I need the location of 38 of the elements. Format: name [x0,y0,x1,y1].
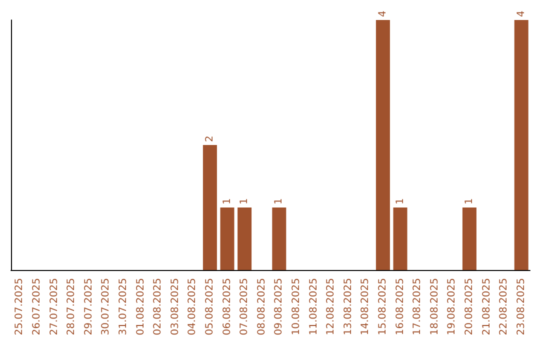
x-tick-label: 02.08.2025 [152,278,164,336]
x-tick-label: 17.08.2025 [412,278,424,336]
x-tick-label: 27.07.2025 [48,278,60,336]
x-tick-label: 05.08.2025 [204,278,216,336]
data-label: 1 [394,198,406,204]
data-label: 1 [222,198,233,204]
x-tick-label: 10.08.2025 [290,278,302,336]
x-tick-label: 31.07.2025 [118,278,129,336]
data-label: 2 [204,136,216,142]
x-tick-label: 07.08.2025 [239,278,250,336]
x-tick-label: 01.08.2025 [135,278,146,336]
x-tick-label: 22.08.2025 [498,278,510,336]
data-label: 1 [239,198,250,204]
x-tick-label: 26.07.2025 [31,278,42,336]
x-tick-label: 20.08.2025 [464,278,475,336]
x-tick-label: 08.08.2025 [256,278,268,336]
x-tick-label: 15.08.2025 [377,278,388,336]
x-tick-label: 19.08.2025 [446,278,458,336]
x-tick-label: 14.08.2025 [360,278,372,336]
x-tick-label: 03.08.2025 [170,278,181,336]
x-tick-label: 04.08.2025 [187,278,198,336]
data-label: 4 [377,10,388,17]
x-tick-label: 11.08.2025 [308,278,320,336]
x-tick-label: 13.08.2025 [342,278,354,336]
data-label: 4 [516,10,527,17]
x-tick-label: 25.07.2025 [14,278,26,336]
x-tick-label: 28.07.2025 [66,278,78,336]
x-tick-label: 21.08.2025 [481,278,492,336]
x-tick-label: 30.07.2025 [100,278,112,336]
x-tick-label: 29.07.2025 [83,278,94,336]
x-tick-label: 09.08.2025 [274,278,285,336]
x-tick-label: 12.08.2025 [326,278,337,336]
x-tick-label: 23.08.2025 [516,278,527,336]
data-label: 1 [274,198,285,204]
data-label: 1 [464,198,475,204]
x-tick-label: 18.08.2025 [429,278,440,336]
x-tick-label: 06.08.2025 [222,278,233,336]
x-tick-label: 16.08.2025 [394,278,406,336]
